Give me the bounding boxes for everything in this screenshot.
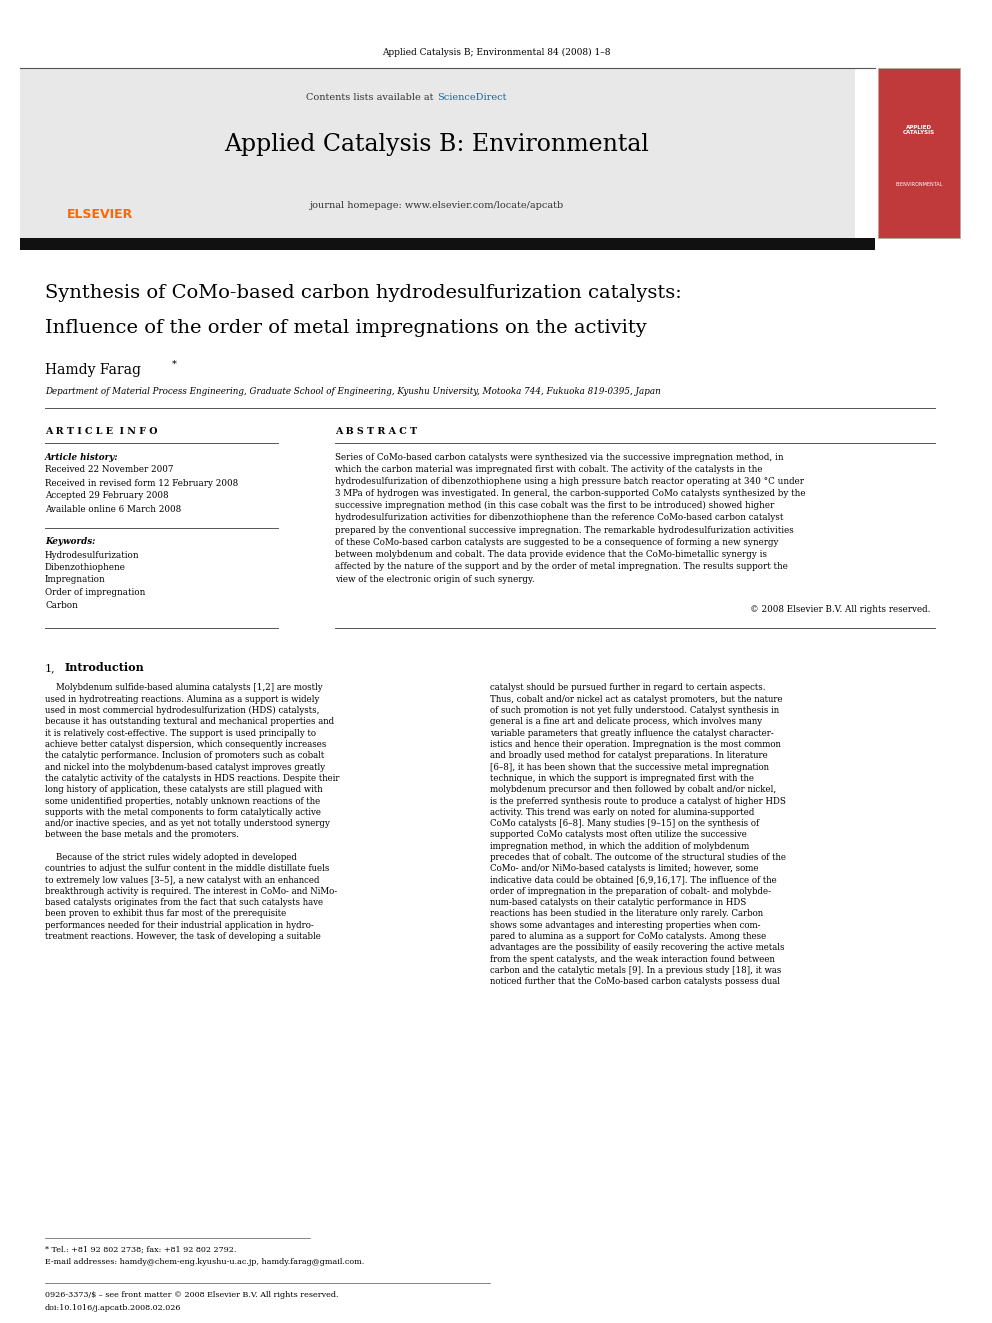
Text: and/or inactive species, and as yet not totally understood synergy: and/or inactive species, and as yet not … — [45, 819, 330, 828]
Text: achieve better catalyst dispersion, which consequently increases: achieve better catalyst dispersion, whic… — [45, 740, 326, 749]
Text: Received 22 November 2007: Received 22 November 2007 — [45, 466, 174, 475]
Text: successive impregnation method (in this case cobalt was the first to be introduc: successive impregnation method (in this … — [335, 501, 774, 511]
Text: indicative data could be obtained [6,9,16,17]. The influence of the: indicative data could be obtained [6,9,1… — [490, 876, 777, 885]
Text: order of impregnation in the preparation of cobalt- and molybde-: order of impregnation in the preparation… — [490, 886, 771, 896]
Text: A B S T R A C T: A B S T R A C T — [335, 427, 417, 437]
Text: because it has outstanding textural and mechanical properties and: because it has outstanding textural and … — [45, 717, 334, 726]
Text: supports with the metal components to form catalytically active: supports with the metal components to fo… — [45, 808, 321, 816]
Text: pared to alumina as a support for CoMo catalysts. Among these: pared to alumina as a support for CoMo c… — [490, 933, 766, 941]
Text: hydrodesulfurization of dibenzothiophene using a high pressure batch reactor ope: hydrodesulfurization of dibenzothiophene… — [335, 476, 804, 486]
Text: journal homepage: www.elsevier.com/locate/apcatb: journal homepage: www.elsevier.com/locat… — [310, 201, 564, 209]
Text: Influence of the order of metal impregnations on the activity: Influence of the order of metal impregna… — [45, 319, 647, 337]
Text: CoMo- and/or NiMo-based catalysts is limited; however, some: CoMo- and/or NiMo-based catalysts is lim… — [490, 864, 759, 873]
Text: Applied Catalysis B: Environmental: Applied Catalysis B: Environmental — [224, 134, 650, 156]
Text: *: * — [172, 360, 177, 369]
Text: prepared by the conventional successive impregnation. The remarkable hydrodesulf: prepared by the conventional successive … — [335, 525, 794, 534]
Text: variable parameters that greatly influence the catalyst character-: variable parameters that greatly influen… — [490, 729, 774, 738]
Text: Impregnation: Impregnation — [45, 576, 106, 585]
Text: the catalytic performance. Inclusion of promoters such as cobalt: the catalytic performance. Inclusion of … — [45, 751, 324, 761]
Text: Synthesis of CoMo-based carbon hydrodesulfurization catalysts:: Synthesis of CoMo-based carbon hydrodesu… — [45, 284, 682, 302]
Text: long history of application, these catalysts are still plagued with: long history of application, these catal… — [45, 785, 322, 794]
Text: it is relatively cost-effective. The support is used principally to: it is relatively cost-effective. The sup… — [45, 729, 316, 738]
Text: ELSEVIER: ELSEVIER — [66, 209, 133, 221]
Text: Series of CoMo-based carbon catalysts were synthesized via the successive impreg: Series of CoMo-based carbon catalysts we… — [335, 452, 784, 462]
Text: been proven to exhibit thus far most of the prerequisite: been proven to exhibit thus far most of … — [45, 909, 287, 918]
Text: Hamdy Farag: Hamdy Farag — [45, 363, 141, 377]
Text: which the carbon material was impregnated first with cobalt. The activity of the: which the carbon material was impregnate… — [335, 464, 763, 474]
Text: advantages are the possibility of easily recovering the active metals: advantages are the possibility of easily… — [490, 943, 785, 953]
Text: Received in revised form 12 February 2008: Received in revised form 12 February 200… — [45, 479, 238, 487]
Text: Order of impregnation: Order of impregnation — [45, 587, 146, 597]
Text: of these CoMo-based carbon catalysts are suggested to be a consequence of formin: of these CoMo-based carbon catalysts are… — [335, 538, 779, 546]
Text: noticed further that the CoMo-based carbon catalysts possess dual: noticed further that the CoMo-based carb… — [490, 978, 780, 987]
Text: Molybdenum sulfide-based alumina catalysts [1,2] are mostly: Molybdenum sulfide-based alumina catalys… — [45, 684, 322, 692]
Text: shows some advantages and interesting properties when com-: shows some advantages and interesting pr… — [490, 921, 761, 930]
Text: based catalysts originates from the fact that such catalysts have: based catalysts originates from the fact… — [45, 898, 323, 908]
Text: to extremely low values [3–5], a new catalyst with an enhanced: to extremely low values [3–5], a new cat… — [45, 876, 319, 885]
Text: 0926-3373/$ – see front matter © 2008 Elsevier B.V. All rights reserved.: 0926-3373/$ – see front matter © 2008 El… — [45, 1291, 338, 1299]
Text: Contents lists available at: Contents lists available at — [307, 93, 437, 102]
Text: Keywords:: Keywords: — [45, 537, 95, 546]
Text: of such promotion is not yet fully understood. Catalyst synthesis in: of such promotion is not yet fully under… — [490, 706, 779, 716]
Text: E-mail addresses: hamdy@chem-eng.kyushu-u.ac.jp, hamdy.farag@gmail.com.: E-mail addresses: hamdy@chem-eng.kyushu-… — [45, 1258, 364, 1266]
Text: used in hydrotreating reactions. Alumina as a support is widely: used in hydrotreating reactions. Alumina… — [45, 695, 319, 704]
Text: 1,: 1, — [45, 663, 56, 673]
Text: B:ENVIRONMENTAL: B:ENVIRONMENTAL — [895, 183, 942, 188]
Text: and nickel into the molybdenum-based catalyst improves greatly: and nickel into the molybdenum-based cat… — [45, 762, 325, 771]
Text: [6–8], it has been shown that the successive metal impregnation: [6–8], it has been shown that the succes… — [490, 762, 769, 771]
Text: between the base metals and the promoters.: between the base metals and the promoter… — [45, 831, 239, 839]
Text: Because of the strict rules widely adopted in developed: Because of the strict rules widely adopt… — [45, 853, 297, 863]
Text: Accepted 29 February 2008: Accepted 29 February 2008 — [45, 492, 169, 500]
Text: APPLIED
CATALYSIS: APPLIED CATALYSIS — [903, 124, 935, 135]
Text: reactions has been studied in the literature only rarely. Carbon: reactions has been studied in the litera… — [490, 909, 763, 918]
Text: some unidentified properties, notably unknown reactions of the: some unidentified properties, notably un… — [45, 796, 320, 806]
Text: Applied Catalysis B; Environmental 84 (2008) 1–8: Applied Catalysis B; Environmental 84 (2… — [382, 48, 610, 57]
Text: A R T I C L E  I N F O: A R T I C L E I N F O — [45, 427, 158, 437]
Text: © 2008 Elsevier B.V. All rights reserved.: © 2008 Elsevier B.V. All rights reserved… — [750, 606, 930, 614]
Text: technique, in which the support is impregnated first with the: technique, in which the support is impre… — [490, 774, 754, 783]
Bar — [20, 67, 855, 238]
Text: supported CoMo catalysts most often utilize the successive: supported CoMo catalysts most often util… — [490, 831, 747, 839]
Text: ScienceDirect: ScienceDirect — [437, 93, 507, 102]
Text: molybdenum precursor and then followed by cobalt and/or nickel,: molybdenum precursor and then followed b… — [490, 785, 777, 794]
Text: CoMo catalysts [6–8]. Many studies [9–15] on the synthesis of: CoMo catalysts [6–8]. Many studies [9–15… — [490, 819, 759, 828]
Text: Carbon: Carbon — [45, 601, 78, 610]
Text: and broadly used method for catalyst preparations. In literature: and broadly used method for catalyst pre… — [490, 751, 768, 761]
Text: hydrodesulfurization activities for dibenzothiophene than the reference CoMo-bas: hydrodesulfurization activities for dibe… — [335, 513, 784, 523]
Text: treatment reactions. However, the task of developing a suitable: treatment reactions. However, the task o… — [45, 933, 320, 941]
Text: activity. This trend was early on noted for alumina-supported: activity. This trend was early on noted … — [490, 808, 754, 816]
Text: affected by the nature of the support and by the order of metal impregnation. Th: affected by the nature of the support an… — [335, 562, 788, 572]
Text: Introduction: Introduction — [65, 663, 145, 673]
Text: the catalytic activity of the catalysts in HDS reactions. Despite their: the catalytic activity of the catalysts … — [45, 774, 339, 783]
Text: is the preferred synthesis route to produce a catalyst of higher HDS: is the preferred synthesis route to prod… — [490, 796, 786, 806]
Text: view of the electronic origin of such synergy.: view of the electronic origin of such sy… — [335, 574, 535, 583]
Text: general is a fine art and delicate process, which involves many: general is a fine art and delicate proce… — [490, 717, 762, 726]
Text: precedes that of cobalt. The outcome of the structural studies of the: precedes that of cobalt. The outcome of … — [490, 853, 786, 863]
Text: between molybdenum and cobalt. The data provide evidence that the CoMo-bimetalli: between molybdenum and cobalt. The data … — [335, 550, 767, 560]
Text: istics and hence their operation. Impregnation is the most common: istics and hence their operation. Impreg… — [490, 740, 781, 749]
Text: from the spent catalysts, and the weak interaction found between: from the spent catalysts, and the weak i… — [490, 955, 775, 963]
Text: Article history:: Article history: — [45, 452, 119, 462]
Text: performances needed for their industrial application in hydro-: performances needed for their industrial… — [45, 921, 313, 930]
Text: Available online 6 March 2008: Available online 6 March 2008 — [45, 504, 182, 513]
Text: Thus, cobalt and/or nickel act as catalyst promoters, but the nature: Thus, cobalt and/or nickel act as cataly… — [490, 695, 783, 704]
Text: countries to adjust the sulfur content in the middle distillate fuels: countries to adjust the sulfur content i… — [45, 864, 329, 873]
Text: * Tel.: +81 92 802 2738; fax: +81 92 802 2792.: * Tel.: +81 92 802 2738; fax: +81 92 802… — [45, 1246, 236, 1254]
Text: Dibenzothiophene: Dibenzothiophene — [45, 564, 126, 572]
Text: Department of Material Process Engineering, Graduate School of Engineering, Kyus: Department of Material Process Engineeri… — [45, 388, 661, 397]
Text: carbon and the catalytic metals [9]. In a previous study [18], it was: carbon and the catalytic metals [9]. In … — [490, 966, 782, 975]
Text: doi:10.1016/j.apcatb.2008.02.026: doi:10.1016/j.apcatb.2008.02.026 — [45, 1304, 182, 1312]
Bar — [878, 67, 960, 238]
Text: catalyst should be pursued further in regard to certain aspects.: catalyst should be pursued further in re… — [490, 684, 766, 692]
Text: used in most commercial hydrodesulfurization (HDS) catalysts,: used in most commercial hydrodesulfuriza… — [45, 706, 319, 716]
Text: num-based catalysts on their catalytic performance in HDS: num-based catalysts on their catalytic p… — [490, 898, 746, 908]
Bar — [20, 238, 875, 250]
Text: 3 MPa of hydrogen was investigated. In general, the carbon-supported CoMo cataly: 3 MPa of hydrogen was investigated. In g… — [335, 490, 806, 497]
Text: breakthrough activity is required. The interest in CoMo- and NiMo-: breakthrough activity is required. The i… — [45, 886, 337, 896]
Text: Hydrodesulfurization: Hydrodesulfurization — [45, 550, 140, 560]
Text: impregnation method, in which the addition of molybdenum: impregnation method, in which the additi… — [490, 841, 749, 851]
